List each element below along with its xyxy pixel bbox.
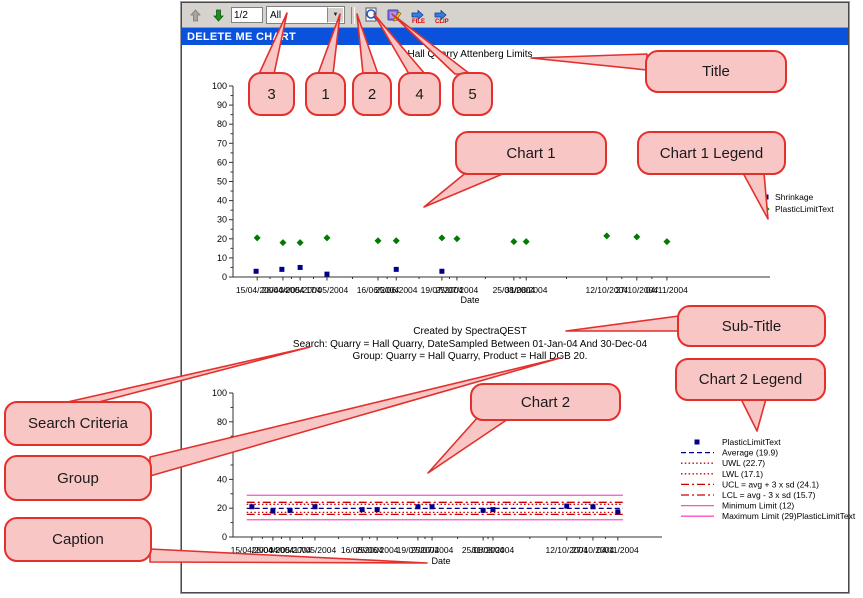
callout-label: 1 — [321, 85, 330, 103]
export-clipboard-label: CLIP — [435, 18, 449, 25]
callout-label: Chart 2 — [520, 393, 571, 411]
report-window: All ▼ — [180, 1, 850, 594]
report-group-line: Group: Quarry = Hall Quarry, Product = H… — [352, 351, 588, 362]
callout-number-1: 1 — [305, 72, 346, 116]
zoom-select-value: All — [270, 9, 282, 21]
zoom-select[interactable]: All ▼ — [266, 6, 345, 24]
callout-label: Title — [702, 63, 730, 80]
report-search-criteria: Search: Quarry = Hall Quarry, DateSample… — [292, 339, 648, 350]
callout-label: Group — [57, 469, 99, 487]
next-page-button[interactable] — [208, 6, 228, 25]
export-to-clipboard-button[interactable]: CLIP — [430, 6, 450, 25]
callout-group: Group — [4, 455, 152, 501]
print-preview-button[interactable] — [361, 6, 381, 25]
report-toolbar: All ▼ — [182, 3, 848, 28]
callout-title: Title — [645, 50, 787, 93]
report-caption-bar: DELETE ME CHART — [182, 28, 848, 45]
callout-label: 5 — [468, 85, 477, 103]
toolbar-separator — [351, 6, 355, 24]
down-arrow-icon — [212, 9, 224, 22]
callout-subtitle: Sub-Title — [677, 305, 826, 347]
callout-chart1-legend: Chart 1 Legend — [637, 131, 786, 175]
previous-page-button[interactable] — [185, 6, 205, 25]
callout-label: 4 — [415, 85, 424, 103]
callout-search-criteria: Search Criteria — [4, 401, 152, 446]
callout-label: Chart 1 Legend — [659, 144, 764, 162]
callout-number-2: 2 — [352, 72, 392, 116]
chart-title: Hall Quarry Attenberg Limits — [407, 49, 533, 60]
up-arrow-icon — [189, 8, 201, 21]
preview-magnifier-icon — [365, 7, 378, 22]
callout-label: Chart 1 — [506, 144, 556, 162]
callout-chart1: Chart 1 — [455, 131, 607, 175]
callout-label: Chart 2 Legend — [698, 371, 803, 388]
chevron-down-icon[interactable]: ▼ — [327, 7, 344, 23]
callout-number-3: 3 — [248, 72, 295, 116]
callout-caption: Caption — [4, 517, 152, 562]
callout-label: 3 — [267, 85, 276, 103]
edit-pencil-icon — [387, 9, 402, 22]
report-subtitle: Created by SpectraQEST — [413, 326, 527, 337]
report-caption-text: DELETE ME CHART — [187, 30, 296, 43]
export-file-label: FILE — [412, 18, 425, 25]
callout-label: 2 — [367, 85, 377, 103]
callout-number-4: 4 — [398, 72, 441, 116]
callout-chart2-legend: Chart 2 Legend — [675, 358, 826, 401]
page-indicator-field[interactable] — [231, 7, 263, 23]
callout-chart2: Chart 2 — [470, 383, 621, 421]
export-to-file-button[interactable]: FILE — [407, 6, 427, 25]
edit-report-button[interactable] — [384, 6, 404, 25]
callout-label: Caption — [52, 531, 104, 548]
callout-label: Search Criteria — [27, 415, 129, 432]
callout-number-5: 5 — [452, 72, 493, 116]
callout-label: Sub-Title — [721, 317, 782, 335]
